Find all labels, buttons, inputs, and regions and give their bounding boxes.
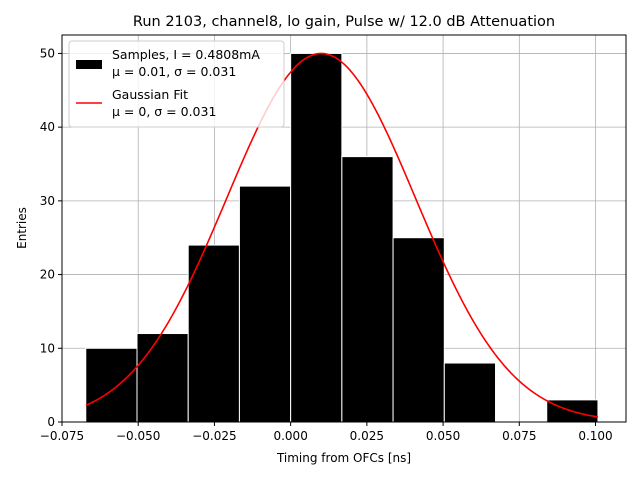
- y-axis-ticks: 0 10 20 30 40 50: [40, 46, 62, 429]
- x-axis-ticks: −0.075 −0.050 −0.025 0.000 0.025 0.050 0.075 0.…: [40, 422, 613, 443]
- y-tick-label: 40: [40, 120, 55, 134]
- x-tick-label: 0.100: [578, 429, 612, 443]
- histogram-bars: [85, 52, 599, 423]
- y-tick-label: 10: [40, 341, 55, 355]
- legend-label-samples: Samples, I = 0.4808mA: [112, 47, 260, 62]
- gaussian-fit-line: [85, 52, 599, 418]
- legend-label-fit-stats: μ = 0, σ = 0.031: [112, 104, 216, 119]
- gaussian-fit: [85, 52, 599, 418]
- plot-frame: [61, 34, 627, 423]
- y-tick-label: 30: [40, 194, 55, 208]
- histogram-bar: [443, 362, 497, 423]
- histogram-bar: [238, 185, 292, 423]
- histogram-bar: [341, 156, 394, 423]
- y-tick-label: 50: [40, 46, 55, 60]
- x-tick-label: −0.025: [192, 429, 236, 443]
- x-tick-label: −0.050: [116, 429, 160, 443]
- x-tick-label: 0.075: [502, 429, 536, 443]
- histogram-bar: [290, 52, 343, 423]
- chart-title: Run 2103, channel8, lo gain, Pulse w/ 12…: [133, 14, 555, 30]
- legend-label-fit: Gaussian Fit: [112, 87, 188, 102]
- x-axis-label: Timing from OFCs [ns]: [276, 451, 411, 465]
- legend-box: [68, 40, 285, 128]
- histogram-bar: [392, 237, 445, 423]
- x-tick-label: 0.025: [350, 429, 384, 443]
- legend: Samples, I = 0.4808mA μ = 0.01, σ = 0.03…: [68, 40, 285, 128]
- x-tick-label: 0.050: [426, 429, 460, 443]
- histogram-bar: [136, 333, 189, 423]
- y-tick-label: 20: [40, 268, 55, 282]
- x-tick-label: 0.000: [273, 429, 307, 443]
- legend-swatch-samples: [76, 60, 102, 69]
- histogram-bar: [187, 244, 240, 423]
- histogram-bar: [85, 347, 138, 423]
- x-tick-label: −0.075: [40, 429, 84, 443]
- legend-label-samples-stats: μ = 0.01, σ = 0.031: [112, 64, 236, 79]
- y-axis-label: Entries: [15, 207, 29, 249]
- y-tick-label: 0: [47, 415, 55, 429]
